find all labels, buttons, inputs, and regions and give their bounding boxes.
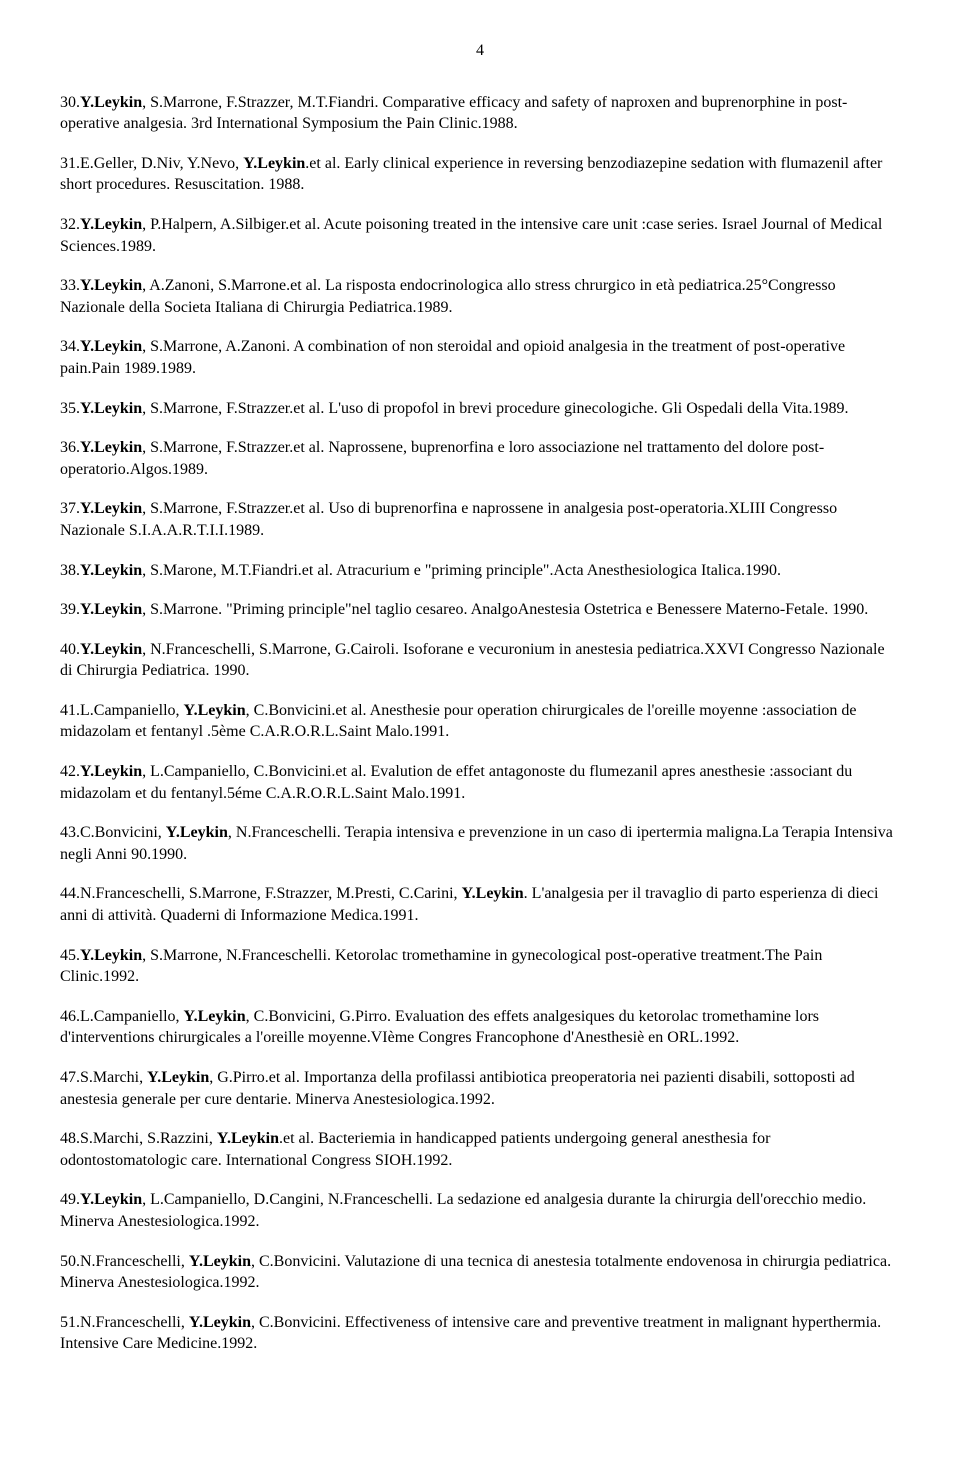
reference-authors-pre: L.Campaniello, (80, 1008, 184, 1025)
reference-number: 43 (60, 824, 76, 841)
reference-item: 41.L.Campaniello, Y.Leykin, C.Bonvicini.… (60, 700, 900, 743)
reference-number: 40 (60, 641, 76, 658)
reference-rest: , S.Marrone, F.Strazzer, M.T.Fiandri. Co… (60, 94, 847, 133)
reference-bold-author: Y.Leykin (80, 1191, 142, 1208)
reference-item: 34.Y.Leykin, S.Marrone, A.Zanoni. A comb… (60, 336, 900, 379)
reference-rest: , A.Zanoni, S.Marrone.et al. La risposta… (60, 277, 836, 316)
reference-rest: , L.Campaniello, D.Cangini, N.Francesche… (60, 1191, 866, 1230)
reference-bold-author: Y.Leykin (80, 500, 142, 517)
reference-item: 42.Y.Leykin, L.Campaniello, C.Bonvicini.… (60, 761, 900, 804)
reference-number: 50 (60, 1253, 76, 1270)
reference-item: 44.N.Franceschelli, S.Marrone, F.Strazze… (60, 883, 900, 926)
reference-number: 31 (60, 155, 76, 172)
reference-number: 42 (60, 763, 76, 780)
reference-authors-pre: N.Franceschelli, (80, 1253, 189, 1270)
reference-number: 48 (60, 1130, 76, 1147)
reference-bold-author: Y.Leykin (80, 562, 142, 579)
reference-item: 30.Y.Leykin, S.Marrone, F.Strazzer, M.T.… (60, 92, 900, 135)
reference-number: 47 (60, 1069, 76, 1086)
reference-item: 43.C.Bonvicini, Y.Leykin, N.Franceschell… (60, 822, 900, 865)
reference-item: 31.E.Geller, D.Niv, Y.Nevo, Y.Leykin.et … (60, 153, 900, 196)
reference-rest: , S.Marrone, F.Strazzer.et al. L'uso di … (142, 400, 848, 417)
reference-number: 39 (60, 601, 76, 618)
reference-item: 32.Y.Leykin, P.Halpern, A.Silbiger.et al… (60, 214, 900, 257)
reference-item: 46.L.Campaniello, Y.Leykin, C.Bonvicini,… (60, 1006, 900, 1049)
reference-number: 38 (60, 562, 76, 579)
reference-bold-author: Y.Leykin (80, 94, 142, 111)
reference-authors-pre: S.Marchi, S.Razzini, (80, 1130, 217, 1147)
reference-item: 39.Y.Leykin, S.Marrone. "Priming princip… (60, 599, 900, 621)
reference-rest: , L.Campaniello, C.Bonvicini.et al. Eval… (60, 763, 852, 802)
reference-number: 44 (60, 885, 76, 902)
reference-number: 45 (60, 947, 76, 964)
reference-item: 47.S.Marchi, Y.Leykin, G.Pirro.et al. Im… (60, 1067, 900, 1110)
reference-bold-author: Y.Leykin (80, 400, 142, 417)
reference-item: 33.Y.Leykin, A.Zanoni, S.Marrone.et al. … (60, 275, 900, 318)
reference-bold-author: Y.Leykin (189, 1253, 251, 1270)
reference-number: 51 (60, 1314, 76, 1331)
reference-authors-pre: L.Campaniello, (80, 702, 184, 719)
reference-number: 46 (60, 1008, 76, 1025)
reference-item: 40.Y.Leykin, N.Franceschelli, S.Marrone,… (60, 639, 900, 682)
reference-item: 51.N.Franceschelli, Y.Leykin, C.Bonvicin… (60, 1312, 900, 1355)
reference-bold-author: Y.Leykin (80, 601, 142, 618)
reference-number: 41 (60, 702, 76, 719)
reference-number: 33 (60, 277, 76, 294)
reference-bold-author: Y.Leykin (462, 885, 524, 902)
reference-rest: , S.Marrone, F.Strazzer.et al. Naprossen… (60, 439, 824, 478)
reference-rest: , P.Halpern, A.Silbiger.et al. Acute poi… (60, 216, 882, 255)
reference-bold-author: Y.Leykin (80, 277, 142, 294)
reference-bold-author: Y.Leykin (184, 702, 246, 719)
reference-bold-author: Y.Leykin (147, 1069, 209, 1086)
reference-item: 50.N.Franceschelli, Y.Leykin, C.Bonvicin… (60, 1251, 900, 1294)
reference-item: 36.Y.Leykin, S.Marrone, F.Strazzer.et al… (60, 437, 900, 480)
reference-item: 49.Y.Leykin, L.Campaniello, D.Cangini, N… (60, 1189, 900, 1232)
reference-rest: , S.Marrone. "Priming principle"nel tagl… (142, 601, 868, 618)
reference-rest: , S.Marone, M.T.Fiandri.et al. Atracuriu… (142, 562, 781, 579)
reference-number: 34 (60, 338, 76, 355)
reference-bold-author: Y.Leykin (80, 439, 142, 456)
reference-number: 49 (60, 1191, 76, 1208)
reference-bold-author: Y.Leykin (243, 155, 305, 172)
reference-bold-author: Y.Leykin (166, 824, 228, 841)
reference-authors-pre: S.Marchi, (80, 1069, 147, 1086)
reference-number: 36 (60, 439, 76, 456)
page-number: 4 (60, 40, 900, 62)
reference-rest: , S.Marrone, A.Zanoni. A combination of … (60, 338, 845, 377)
reference-bold-author: Y.Leykin (217, 1130, 279, 1147)
reference-bold-author: Y.Leykin (80, 338, 142, 355)
reference-number: 35 (60, 400, 76, 417)
reference-bold-author: Y.Leykin (189, 1314, 251, 1331)
reference-rest: , S.Marrone, F.Strazzer.et al. Uso di bu… (60, 500, 837, 539)
reference-authors-pre: C.Bonvicini, (80, 824, 166, 841)
reference-authors-pre: E.Geller, D.Niv, Y.Nevo, (80, 155, 243, 172)
reference-item: 37.Y.Leykin, S.Marrone, F.Strazzer.et al… (60, 498, 900, 541)
reference-authors-pre: N.Franceschelli, (80, 1314, 189, 1331)
reference-rest: , S.Marrone, N.Franceschelli. Ketorolac … (60, 947, 822, 986)
reference-item: 48.S.Marchi, S.Razzini, Y.Leykin.et al. … (60, 1128, 900, 1171)
reference-rest: , N.Franceschelli, S.Marrone, G.Cairoli.… (60, 641, 885, 680)
reference-number: 37 (60, 500, 76, 517)
reference-item: 45.Y.Leykin, S.Marrone, N.Franceschelli.… (60, 945, 900, 988)
reference-bold-author: Y.Leykin (80, 947, 142, 964)
reference-bold-author: Y.Leykin (184, 1008, 246, 1025)
reference-bold-author: Y.Leykin (80, 641, 142, 658)
references-list: 30.Y.Leykin, S.Marrone, F.Strazzer, M.T.… (60, 92, 900, 1355)
reference-number: 32 (60, 216, 76, 233)
reference-item: 38.Y.Leykin, S.Marone, M.T.Fiandri.et al… (60, 560, 900, 582)
reference-item: 35.Y.Leykin, S.Marrone, F.Strazzer.et al… (60, 398, 900, 420)
reference-authors-pre: N.Franceschelli, S.Marrone, F.Strazzer, … (80, 885, 462, 902)
reference-number: 30 (60, 94, 76, 111)
reference-bold-author: Y.Leykin (80, 216, 142, 233)
reference-bold-author: Y.Leykin (80, 763, 142, 780)
